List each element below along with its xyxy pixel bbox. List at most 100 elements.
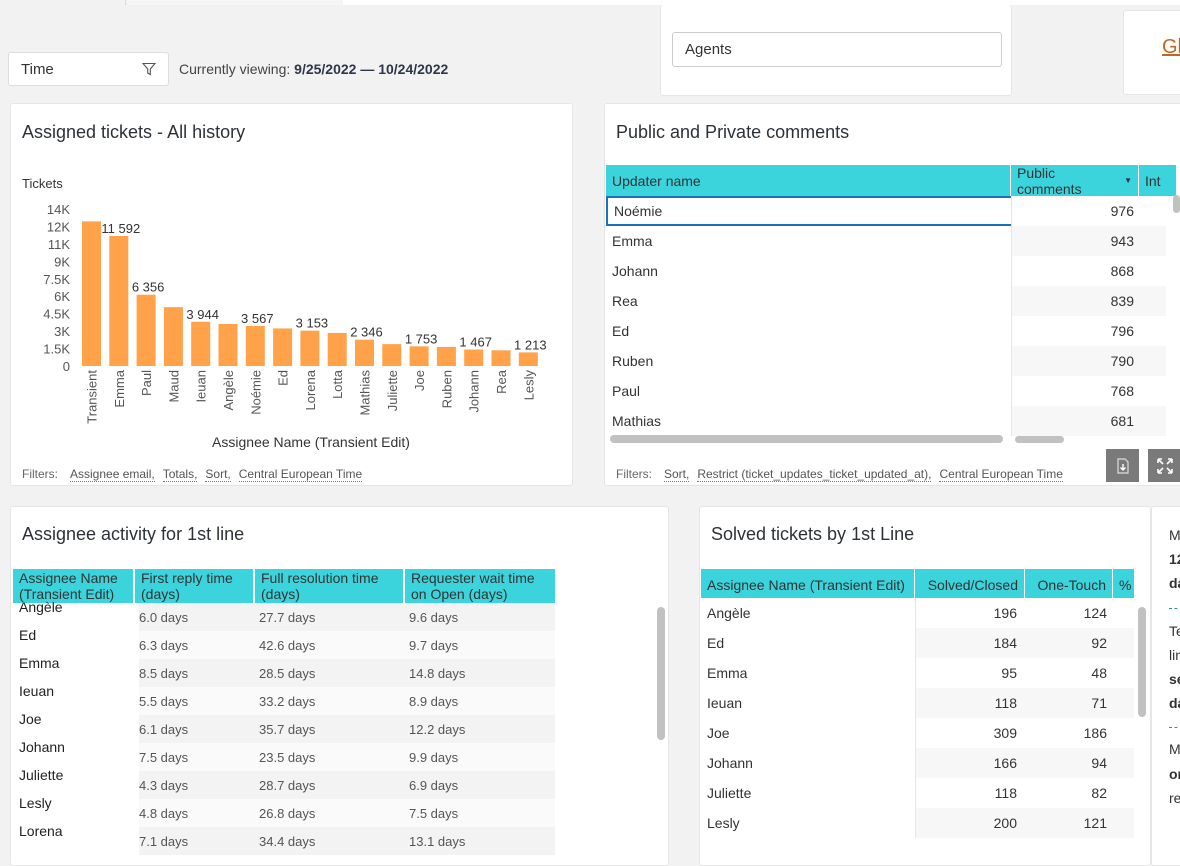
bar[interactable] (436, 346, 456, 366)
vertical-scrollbar[interactable] (1138, 607, 1146, 717)
card-title: Public and Private comments (616, 122, 850, 142)
table-row[interactable]: Joe 6.1 days 35.7 days 12.2 days (13, 711, 555, 743)
table-row[interactable]: Lorena 7.1 days 34.4 days 13.1 days (13, 823, 555, 855)
cell-solved-closed: 166 (915, 748, 1025, 778)
bar[interactable] (409, 346, 429, 366)
y-tick-label: 4.5K (43, 307, 70, 322)
bar[interactable] (518, 352, 538, 366)
cell-assignee-name: Johann (701, 748, 915, 778)
filter-assignee-email[interactable]: Assignee email, (70, 467, 155, 482)
horizontal-scrollbar-left[interactable] (610, 435, 1003, 443)
table-row[interactable]: Lesly 200 121 (701, 808, 1134, 838)
bar[interactable] (109, 236, 129, 366)
vertical-scrollbar[interactable] (1173, 195, 1180, 213)
col-public-comments[interactable]: Public comments ▼ (1011, 164, 1139, 197)
download-button[interactable] (1106, 449, 1139, 482)
note-text: M (1169, 741, 1180, 757)
gl-link[interactable]: Gl (1162, 36, 1180, 58)
table-row[interactable]: Johann 7.5 days 23.5 days 9.9 days (13, 739, 555, 771)
cell-first-reply: 4.8 days (139, 805, 189, 821)
table-row[interactable]: Ieuan 118 71 (701, 688, 1134, 718)
table-row[interactable]: Juliette 118 82 (701, 778, 1134, 808)
col-percent[interactable]: % (1119, 576, 1132, 593)
table-row[interactable]: Emma 8.5 days 28.5 days 14.8 days (13, 655, 555, 687)
bar[interactable] (82, 221, 101, 366)
bar[interactable] (327, 332, 347, 366)
bar[interactable] (245, 325, 265, 366)
solved-tickets-card: Solved tickets by 1st Line Assignee Name… (699, 506, 1151, 866)
tab-active[interactable] (0, 0, 126, 5)
bar[interactable] (191, 321, 211, 366)
table-row[interactable]: Johann 868 (606, 256, 1166, 286)
bar[interactable] (136, 294, 156, 366)
horizontal-scrollbar-right[interactable] (1015, 436, 1064, 443)
cell-solved-closed: 118 (915, 688, 1025, 718)
table-row[interactable]: Juliette 4.3 days 28.7 days 6.9 days (13, 767, 555, 799)
viewing-prefix: Currently viewing: (179, 61, 291, 77)
col-requester-wait[interactable]: Requester wait time on Open (days) (411, 570, 535, 602)
table-header: Assignee Name (Transient Edit) Solved/Cl… (701, 569, 1134, 600)
col-first-reply[interactable]: First reply time (days) (135, 569, 255, 603)
bar[interactable] (464, 349, 484, 366)
bar[interactable] (382, 344, 402, 366)
cell-assignee-name: Emma (19, 655, 60, 671)
table-row[interactable]: Emma 95 48 (701, 658, 1134, 688)
cell-assignee-name: Joe (19, 711, 42, 727)
cell-first-reply: 5.5 days (139, 693, 189, 709)
cell-first-reply: 7.1 days (139, 833, 189, 849)
table-row[interactable]: Joe 309 186 (701, 718, 1134, 748)
table-row[interactable]: Noémie 976 (606, 196, 1166, 226)
filter-timezone[interactable]: Central European Time (238, 467, 363, 482)
bar[interactable] (300, 330, 320, 366)
data-label: 3 944 (186, 307, 219, 322)
table-row[interactable]: Johann 166 94 (701, 748, 1134, 778)
table-row[interactable]: Ieuan 5.5 days 33.2 days 8.9 days (13, 683, 555, 715)
col-assignee-name[interactable]: Assignee Name (Transient Edit) (13, 569, 135, 603)
cell-first-reply: 6.0 days (139, 609, 189, 625)
table-row[interactable]: Angèle 6.0 days 27.7 days 9.6 days (13, 599, 555, 631)
table-row[interactable]: Lesly 4.8 days 26.8 days 7.5 days (13, 795, 555, 827)
bar[interactable] (273, 328, 293, 366)
cell-public-comments: 976 (1011, 196, 1166, 226)
col-full-resolution[interactable]: Full resolution time (days) (255, 569, 405, 603)
note-text: da (1169, 695, 1180, 711)
tab-inactive[interactable] (127, 0, 343, 5)
filter-sort[interactable]: Sort, (205, 467, 231, 482)
table-row[interactable]: Ruben 790 (606, 346, 1166, 376)
col-internal[interactable]: Int (1145, 172, 1161, 189)
table-row[interactable]: Ed 184 92 (701, 628, 1134, 658)
agents-filter-card: Agents (660, 5, 1012, 96)
agents-filter-input[interactable]: Agents (672, 32, 1002, 67)
table-row[interactable]: Rea 839 (606, 286, 1166, 316)
col-solved-closed[interactable]: Solved/Closed (915, 569, 1025, 600)
col-assignee-name[interactable]: Assignee Name (Transient Edit) (701, 569, 915, 600)
filter-timezone[interactable]: Central European Time (939, 467, 1063, 482)
table-row[interactable]: Emma 943 (606, 226, 1166, 256)
table-row[interactable]: Ed 6.3 days 42.6 days 9.7 days (13, 627, 555, 659)
note-text: re (1169, 790, 1180, 806)
table-row[interactable]: Mathias 681 (606, 406, 1166, 436)
vertical-scrollbar[interactable] (657, 607, 665, 740)
col-public-comments-label: Public comments (1017, 164, 1082, 197)
time-filter-dropdown[interactable]: Time (8, 52, 169, 86)
row-values: 4.3 days 28.7 days 6.9 days (139, 771, 555, 799)
bar[interactable] (491, 350, 511, 366)
table-row[interactable]: Ed 796 (606, 316, 1166, 346)
filter-restrict[interactable]: Restrict (ticket_updates_ticket_updated_… (697, 467, 932, 482)
row-values: 4.8 days 26.8 days 7.5 days (139, 799, 555, 827)
cell-updater-name: Paul (606, 376, 1011, 406)
cell-requester-wait: 9.7 days (409, 637, 459, 653)
cell-one-touch: 186 (1025, 718, 1113, 748)
bar[interactable] (163, 307, 183, 366)
table-row[interactable]: Angèle 196 124 (701, 598, 1134, 628)
col-updater-name[interactable]: Updater name (606, 165, 1011, 196)
expand-button[interactable] (1148, 449, 1180, 482)
filter-totals[interactable]: Totals, (162, 467, 198, 482)
col-one-touch[interactable]: One-Touch (1025, 569, 1113, 600)
bar[interactable] (355, 339, 374, 366)
assigned-tickets-card: Assigned tickets - All history Tickets 0 1… (10, 103, 573, 486)
table-row[interactable]: Paul 768 (606, 376, 1166, 406)
cell-one-touch: 48 (1025, 658, 1113, 688)
filter-sort[interactable]: Sort, (664, 467, 690, 482)
bar[interactable] (218, 323, 238, 366)
